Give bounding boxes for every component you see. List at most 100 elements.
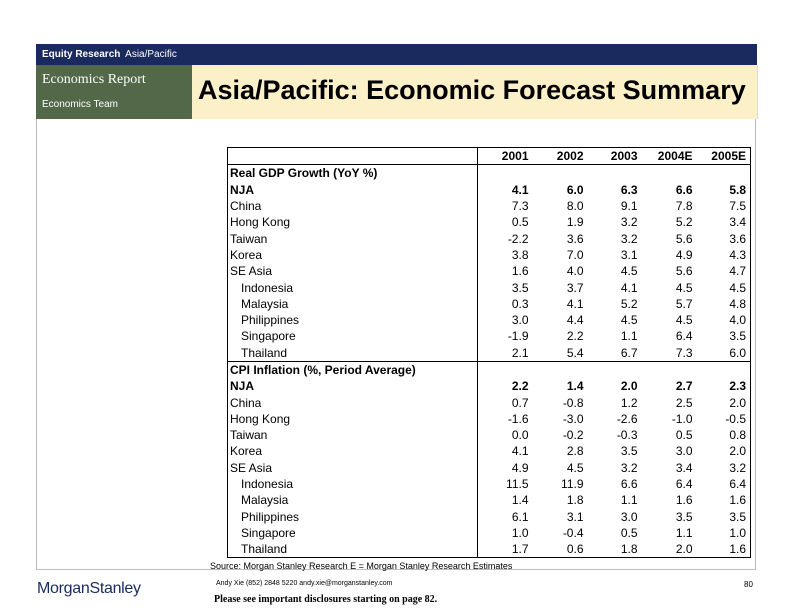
section-title: CPI Inflation (%, Period Average) [227,360,478,379]
value-cell: 1.8 [620,542,638,557]
value-cell: 1.7 [477,541,533,558]
value-cell: 0.0 [477,427,533,444]
table-row: SE Asia 1.6 4.0 4.5 5.6 4.7 [228,263,751,280]
value-cell: 6.4 [729,477,746,492]
value-cell: -3.0 [562,411,584,426]
empty-cell [587,164,642,182]
value-cell: 3.2 [620,231,638,246]
table-row: Malaysia 0.3 4.1 5.2 5.7 4.8 [228,295,751,312]
value-cell: 1.9 [566,215,584,230]
value-cell: 6.6 [675,182,693,197]
report-type-panel: Economics Report Economics Team [36,65,192,119]
value-cell: 9.1 [620,199,638,214]
value-cell: 6.0 [729,345,746,360]
table-row: China 0.7 -0.8 1.2 2.5 2.0 [228,394,751,411]
empty-cell [532,360,588,379]
value-cell: 5.8 [729,182,746,197]
value-cell: 1.6 [477,263,533,280]
value-cell: 0.5 [620,525,638,540]
value-cell: 2.0 [729,444,746,459]
table-row: Singapore -1.9 2.2 1.1 6.4 3.5 [228,328,751,345]
value-cell: 3.4 [675,460,693,475]
value-cell: -2.2 [477,230,533,247]
value-cell: 6.7 [620,345,638,360]
value-cell: 4.3 [729,247,746,262]
empty-cell [696,164,751,182]
value-cell: 4.9 [477,459,533,476]
table-header-row: 2001 2002 2003 2004E 2005E [227,147,751,166]
header-cell-year: 2004E [641,147,697,166]
value-cell: 3.0 [675,444,693,459]
value-cell: 0.8 [729,428,746,443]
value-cell: 1.0 [729,525,746,540]
forecast-table: 2001 2002 2003 2004E 2005E Real GDP Growth (… [227,147,751,559]
value-cell: 5.6 [675,231,693,246]
value-cell: 4.5 [620,264,638,279]
value-cell: 2.0 [620,379,638,394]
row-label: Indonesia [241,280,294,295]
value-cell: 4.4 [566,313,584,328]
value-cell: 4.1 [620,280,638,295]
row-label: Philippines [241,313,300,328]
row-label: Malaysia [241,296,289,311]
report-header-bar: Equity Research Asia/Pacific [36,44,757,65]
table-row: Korea 3.8 7.0 3.1 4.9 4.3 [228,246,751,264]
logo-word-stanley: Stanley [89,580,141,597]
value-cell: 7.5 [729,199,746,214]
content-frame [36,119,756,570]
value-cell: 4.5 [675,313,693,328]
row-label: Taiwan [230,428,268,443]
value-cell: 1.8 [566,493,584,508]
header-cell-label [227,147,478,166]
empty-cell [477,164,533,182]
value-cell: 6.6 [620,477,638,492]
value-cell: 4.1 [566,296,584,311]
value-cell: 11.5 [477,475,533,493]
value-cell: 1.2 [620,395,638,410]
value-cell: 5.2 [675,215,693,230]
value-cell: 0.6 [566,542,584,557]
row-label: Hong Kong [230,411,291,426]
table-row: Singapore 1.0 -0.4 0.5 1.1 1.0 [228,524,751,542]
value-cell: 1.4 [566,379,584,394]
value-cell: 3.8 [477,246,533,264]
value-cell: 3.7 [566,280,584,295]
disclosure-note: Please see important disclosures startin… [214,594,438,605]
section-title: Real GDP Growth (YoY %) [227,164,478,182]
source-note: Source: Morgan Stanley Research E = Morg… [210,561,513,571]
row-label: China [230,199,262,214]
row-label: Singapore [241,329,296,344]
section-header-row: CPI Inflation (%, Period Average) [227,360,751,379]
value-cell: 1.0 [477,524,533,542]
value-cell: 6.4 [675,477,693,492]
table-row: NJA 2.2 1.4 2.0 2.7 2.3 [228,378,751,395]
value-cell: 2.0 [675,542,693,557]
table-row: China 7.3 8.0 9.1 7.8 7.5 [228,197,751,215]
value-cell: 3.1 [620,247,638,262]
value-cell: 7.8 [675,199,693,214]
table-row: Taiwan -2.2 3.6 3.2 5.6 3.6 [228,230,751,247]
value-cell: -0.8 [562,395,584,410]
value-cell: 8.0 [566,199,584,214]
header-cell-year: 2002 [532,147,588,166]
table-row: Philippines 6.1 3.1 3.0 3.5 3.5 [228,508,751,525]
value-cell: 3.4 [729,215,746,230]
value-cell: 0.5 [675,428,693,443]
value-cell: 5.2 [620,296,638,311]
row-label: NJA [230,379,255,394]
empty-cell [641,360,697,379]
value-cell: 4.0 [729,313,746,328]
value-cell: 3.6 [566,231,584,246]
row-label: SE Asia [230,264,273,279]
value-cell: 5.4 [566,345,584,360]
value-cell: 5.6 [675,264,693,279]
row-label: Korea [230,247,263,262]
value-cell: 4.0 [566,264,584,279]
value-cell: 0.7 [477,394,533,411]
table-row: NJA 4.1 6.0 6.3 6.6 5.8 [228,181,751,198]
value-cell: 5.7 [675,296,693,311]
value-cell: 3.5 [729,509,746,524]
table-row: Hong Kong -1.6 -3.0 -2.6 -1.0 -0.5 [228,410,751,428]
value-cell: -0.5 [725,411,746,426]
header-cell-year: 2003 [587,147,642,166]
